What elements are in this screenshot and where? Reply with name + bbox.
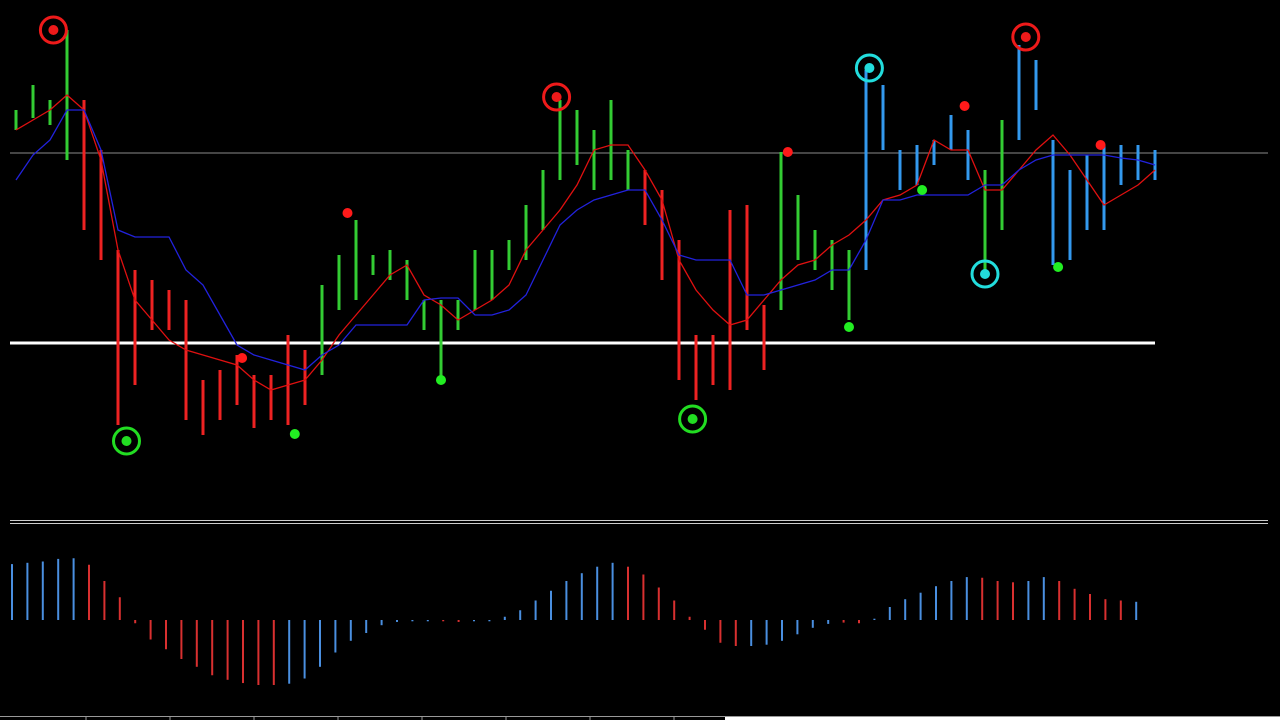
signal-ring — [1011, 22, 1041, 52]
signal-ring-dot — [121, 436, 132, 446]
signal-ring-dot — [980, 269, 990, 279]
signal-dot — [1053, 262, 1064, 272]
signal-ring-dot — [687, 414, 698, 424]
signal-dot — [1095, 140, 1106, 150]
signal-ring — [112, 426, 141, 456]
signal-ring — [854, 53, 884, 83]
signal-dot — [959, 101, 970, 111]
signal-ring-dot — [1020, 32, 1031, 42]
signal-dot — [436, 375, 446, 385]
signal-dot — [917, 185, 928, 195]
signal-ring — [542, 82, 572, 112]
indicator-line — [15, 94, 1156, 391]
signal-dot — [844, 322, 854, 332]
signal-dot — [289, 429, 300, 439]
signal-dot — [782, 147, 793, 157]
indicator-line — [15, 109, 1156, 371]
signal-dot — [237, 353, 248, 363]
signal-ring-dot — [551, 92, 562, 102]
signal-ring — [678, 404, 708, 434]
signal-ring — [970, 259, 1000, 289]
signal-dot — [342, 208, 353, 218]
signal-ring-dot — [864, 63, 875, 73]
signal-ring-dot — [48, 25, 59, 35]
signal-ring — [38, 15, 68, 45]
time-ticks — [85, 716, 675, 720]
